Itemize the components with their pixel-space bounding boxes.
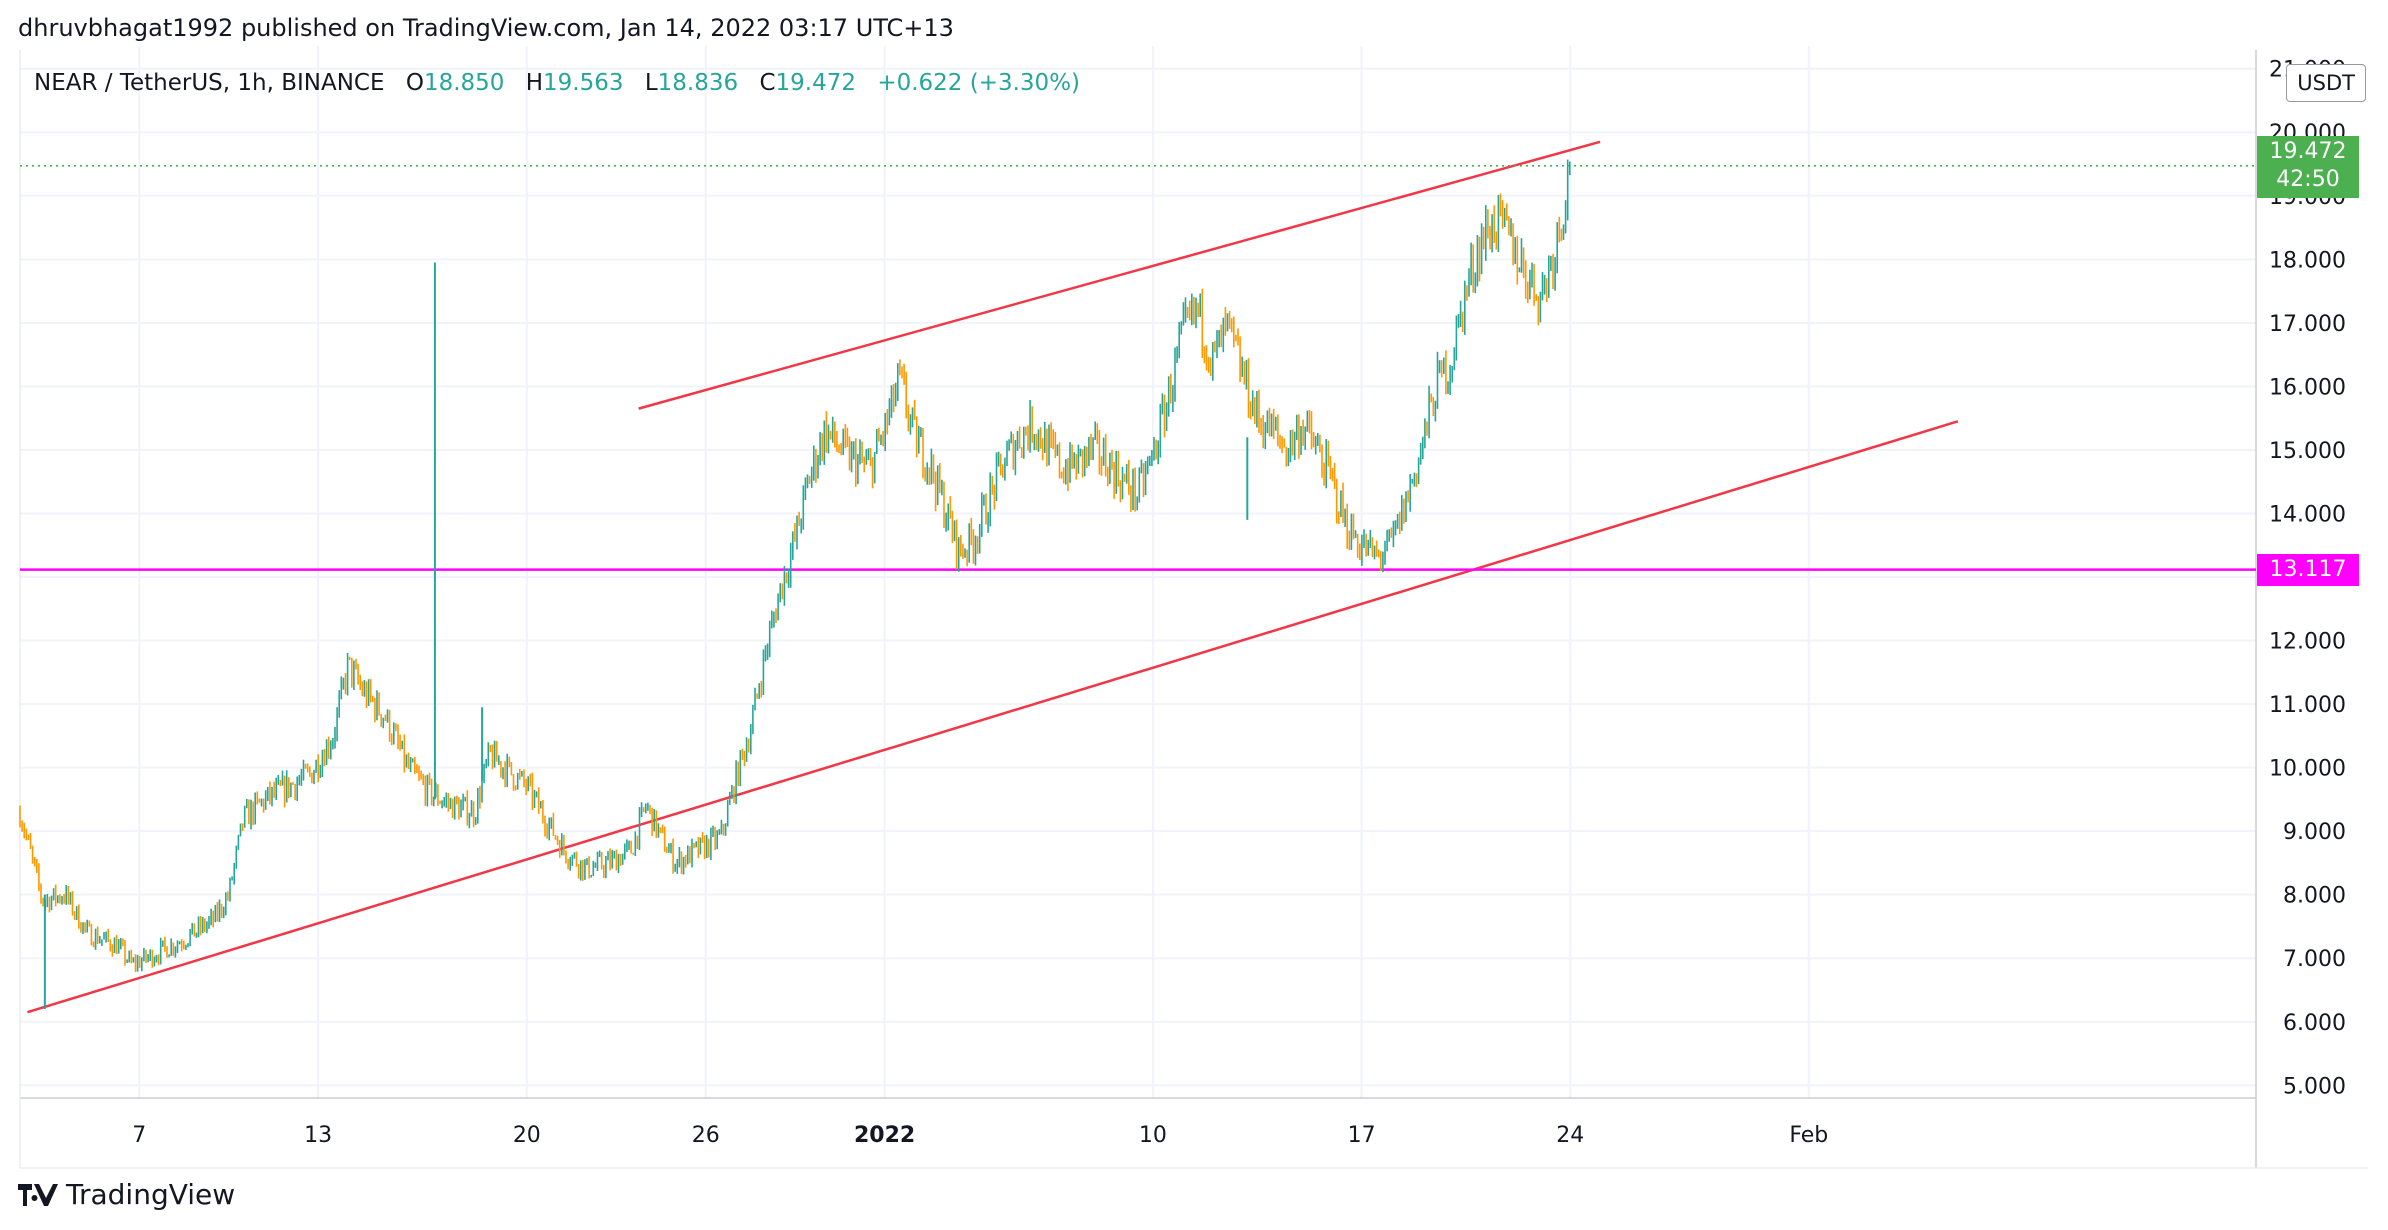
x-tick-label: 10 <box>1139 1123 1167 1148</box>
grid-lines <box>19 46 2368 1169</box>
candles <box>19 159 1571 1010</box>
y-tick-label: 6.000 <box>2283 1011 2346 1036</box>
x-tick-label: 26 <box>692 1123 720 1148</box>
x-tick-label: Feb <box>1789 1123 1828 1148</box>
x-tick-label: 24 <box>1556 1123 1584 1148</box>
tradingview-brand[interactable]: TradingView <box>66 1178 236 1211</box>
trendline <box>27 420 1959 1014</box>
y-tick-label: 15.000 <box>2269 439 2346 464</box>
y-tick-label: 9.000 <box>2283 820 2346 845</box>
current-price-value: 19.472 <box>2269 138 2347 164</box>
level-price-tag: 13.117 <box>2257 553 2359 586</box>
low-value: 18.836 <box>657 70 739 96</box>
time-axis: 7 13 20 26 2022 10 17 24 Feb <box>132 1123 1828 1148</box>
y-tick-label: 16.000 <box>2269 375 2346 400</box>
y-tick-label: 11.000 <box>2269 693 2346 718</box>
x-tick-label: 7 <box>132 1123 146 1148</box>
y-tick-label: 12.000 <box>2269 630 2346 655</box>
high-value: 19.563 <box>543 70 624 96</box>
bar-countdown: 42:50 <box>2276 166 2340 192</box>
open-label: O <box>405 70 424 96</box>
y-tick-label: 7.000 <box>2283 947 2346 972</box>
y-tick-label: 14.000 <box>2269 502 2346 527</box>
low-label: L <box>644 70 658 96</box>
symbol-name[interactable]: NEAR / TetherUS, 1h, BINANCE <box>34 70 385 96</box>
footer-branding: TradingView <box>18 1178 235 1211</box>
y-tick-label: 8.000 <box>2283 884 2346 909</box>
y-tick-label: 18.000 <box>2269 248 2346 273</box>
currency-unit-button[interactable]: USDT <box>2286 64 2366 102</box>
current-price-tag: 19.472 42:50 <box>2257 135 2359 198</box>
y-tick-label: 10.000 <box>2269 757 2346 782</box>
close-value: 19.472 <box>775 70 856 96</box>
y-tick-label: 5.000 <box>2283 1074 2346 1099</box>
x-tick-label: 20 <box>513 1123 541 1148</box>
open-value: 18.850 <box>423 70 505 96</box>
x-tick-label: 13 <box>304 1123 332 1148</box>
y-tick-label: 17.000 <box>2269 312 2346 337</box>
trendlines <box>20 140 2256 1014</box>
x-tick-label: 17 <box>1348 1123 1376 1148</box>
ohlc-legend: NEAR / TetherUS, 1h, BINANCE O18.850 H19… <box>34 70 1080 96</box>
high-label: H <box>525 70 544 96</box>
publisher-line: dhruvbhagat1992 published on TradingView… <box>18 14 954 42</box>
x-tick-label: 2022 <box>854 1123 915 1148</box>
close-label: C <box>759 70 776 96</box>
tradingview-logo-icon <box>18 1183 58 1206</box>
trendline <box>638 140 1601 410</box>
change-value: +0.622 (+3.30%) <box>877 70 1081 96</box>
